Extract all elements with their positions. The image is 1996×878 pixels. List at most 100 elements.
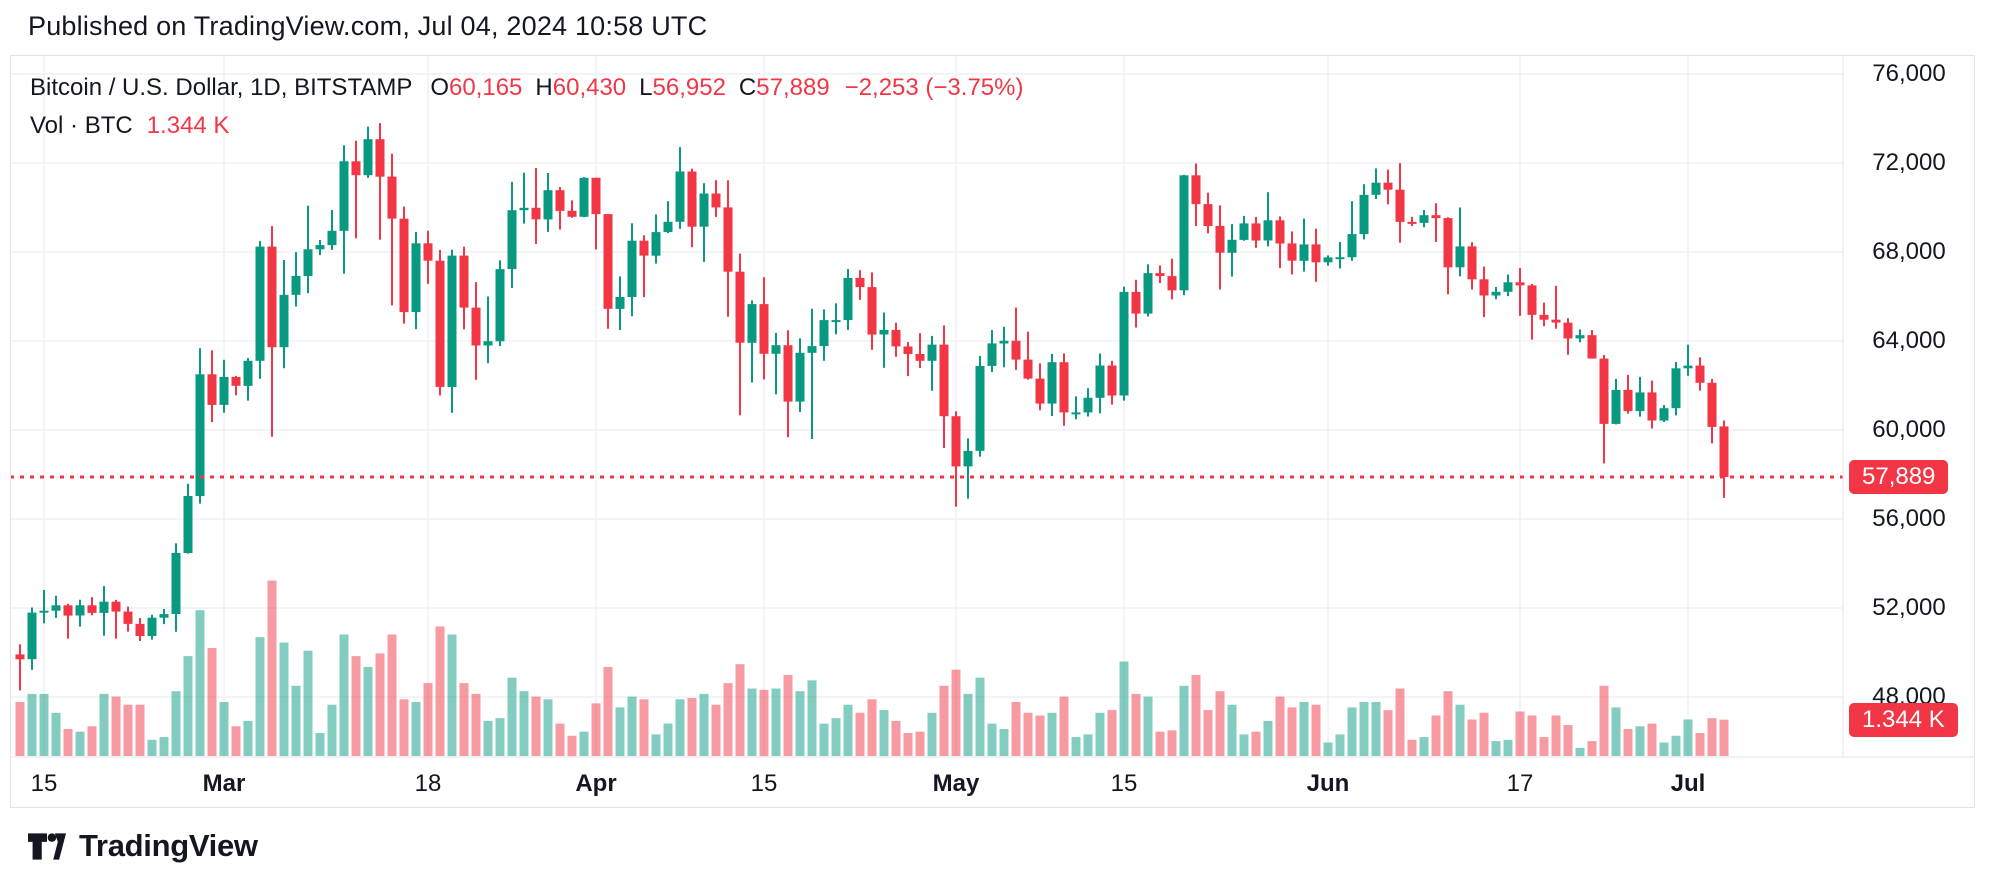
candle-body <box>399 218 409 313</box>
volume-bar <box>651 734 661 756</box>
candle-wick <box>1339 242 1341 269</box>
volume-bar <box>819 723 829 756</box>
candle-body <box>1047 362 1057 404</box>
volume-bar <box>999 729 1009 756</box>
volume-bar <box>135 704 145 756</box>
candle-body <box>903 346 913 354</box>
candle-body <box>1527 285 1537 315</box>
candle-body <box>1707 382 1717 427</box>
volume-bar <box>771 688 781 756</box>
volume-bar <box>747 688 757 756</box>
volume-bar <box>927 712 937 756</box>
candle-body <box>615 297 625 309</box>
candle-body <box>1107 365 1117 396</box>
volume-bar <box>975 677 985 756</box>
volume-bar <box>279 642 289 756</box>
volume-bar <box>1395 688 1405 756</box>
candle-body <box>1479 279 1489 296</box>
candle-body <box>243 360 253 386</box>
candle-body <box>1383 182 1393 190</box>
candle-wick <box>1543 302 1545 327</box>
candle-body <box>1659 408 1669 421</box>
volume-bar <box>1575 747 1585 756</box>
volume-bar <box>1407 739 1417 756</box>
volume-value: 1.344 K <box>146 112 230 139</box>
volume-bar <box>183 656 193 756</box>
candle-body <box>771 345 781 354</box>
candle-body <box>291 275 301 295</box>
candle-body <box>1515 282 1525 286</box>
volume-bar <box>195 610 205 756</box>
candle-body <box>987 343 997 366</box>
volume-bar <box>159 737 169 756</box>
time-axis-label: Jul <box>1670 770 1706 797</box>
candle-wick <box>1003 326 1005 368</box>
candle-body <box>1719 426 1729 477</box>
ohlc-open: O60,165 <box>430 74 523 101</box>
footer-brand[interactable]: TradingView <box>28 824 258 868</box>
volume-bar <box>1587 741 1597 756</box>
volume-bar <box>147 739 157 756</box>
candle-body <box>507 210 517 270</box>
volume-bar <box>27 693 37 756</box>
volume-bar <box>1119 661 1129 756</box>
candle-body <box>39 610 49 613</box>
volume-bar <box>579 731 589 756</box>
volume-bar <box>1059 696 1069 756</box>
candle-wick <box>535 168 537 244</box>
volume-bar <box>219 702 229 756</box>
volume-bar <box>1323 742 1333 756</box>
candle-body <box>1071 412 1081 415</box>
volume-bar <box>483 720 493 756</box>
volume-bar <box>1491 741 1501 756</box>
candle-body <box>831 320 841 323</box>
candle-body <box>1443 218 1453 268</box>
candle-body <box>1347 234 1357 258</box>
volume-bar <box>1647 723 1657 756</box>
candle-body <box>195 374 205 496</box>
candle-body <box>363 139 373 176</box>
time-axis-label: 17 <box>1506 770 1534 797</box>
volume-bar <box>1011 702 1021 756</box>
volume-bar <box>1263 720 1273 756</box>
candle-body <box>1035 378 1045 404</box>
volume-bar <box>663 723 673 756</box>
volume-bar <box>519 691 529 756</box>
volume-bar <box>795 691 805 756</box>
volume-bar <box>291 685 301 756</box>
candle-body <box>447 255 457 387</box>
volume-bar <box>1479 712 1489 756</box>
volume-bar <box>411 702 421 756</box>
volume-bar <box>855 712 865 756</box>
candle-wick <box>931 335 933 391</box>
volume-bar <box>15 702 25 756</box>
candle-wick <box>571 200 573 218</box>
candle-body <box>783 345 793 402</box>
candle-body <box>915 354 925 361</box>
candle-body <box>1275 220 1285 244</box>
candle-body <box>1599 358 1609 424</box>
time-axis-label: 18 <box>414 770 442 797</box>
candle-body <box>1203 204 1213 226</box>
candle-wick <box>919 333 921 369</box>
candle-body <box>483 341 493 346</box>
candle-body <box>1395 189 1405 222</box>
price-axis-label: 64,000 <box>1872 327 1946 355</box>
volume-row: Vol · BTC 1.344 K <box>30 110 1023 142</box>
volume-bar <box>1035 715 1045 756</box>
candle-body <box>747 304 757 343</box>
price-axis-label: 60,000 <box>1872 416 1946 444</box>
volume-bar <box>939 685 949 756</box>
volume-bar <box>699 693 709 756</box>
candle-body <box>1503 282 1513 292</box>
volume-bar <box>1527 715 1537 756</box>
volume-bar <box>1203 710 1213 756</box>
volume-bar <box>123 704 133 756</box>
time-axis-label: Apr <box>575 770 617 797</box>
candle-body <box>459 255 469 308</box>
candle-wick <box>1459 207 1461 277</box>
volume-bar <box>1623 729 1633 756</box>
candle-wick <box>1267 192 1269 247</box>
volume-label: Vol · BTC <box>30 112 133 139</box>
